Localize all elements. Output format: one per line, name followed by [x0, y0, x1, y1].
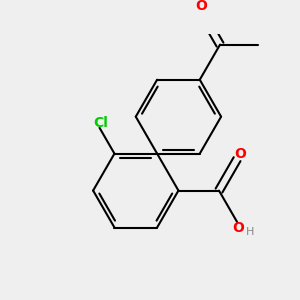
Text: H: H [246, 227, 254, 237]
Text: O: O [195, 0, 207, 14]
Text: Cl: Cl [94, 116, 108, 130]
Text: O: O [232, 221, 244, 235]
Text: O: O [234, 147, 246, 161]
